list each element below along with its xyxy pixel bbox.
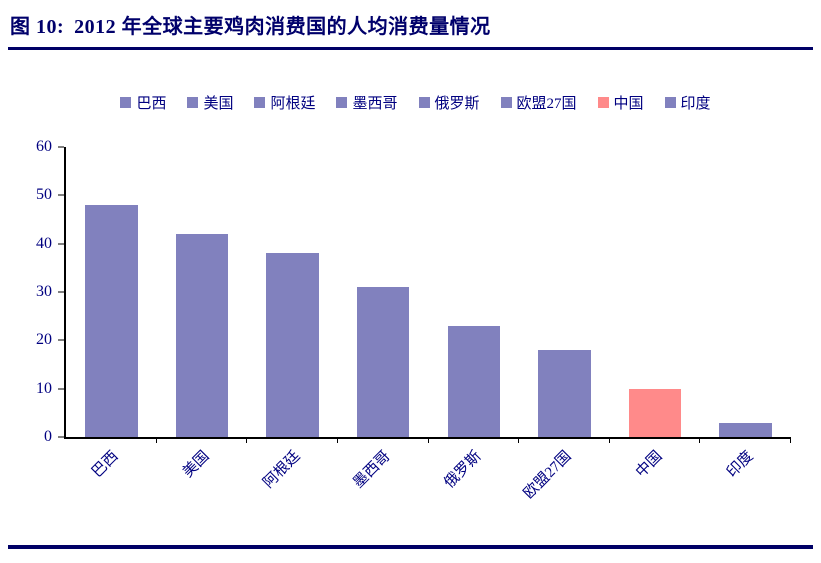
legend-item-欧盟27国: 欧盟27国 xyxy=(500,92,577,113)
x-axis-label: 中国 xyxy=(633,448,666,481)
y-tick-label: 30 xyxy=(36,283,52,300)
x-axis-label: 欧盟27国 xyxy=(521,448,576,503)
bar-俄罗斯 xyxy=(447,325,501,437)
legend-item-印度: 印度 xyxy=(664,92,711,113)
legend-label: 俄罗斯 xyxy=(434,96,480,112)
legend-label: 巴西 xyxy=(136,96,167,112)
bar-中国 xyxy=(628,388,682,437)
legend-swatch-icon xyxy=(597,97,609,108)
y-axis: 0 10 20 30 40 50 60 xyxy=(18,139,64,445)
y-tick-label: 50 xyxy=(36,186,52,204)
y-tick-mark xyxy=(58,291,64,293)
bar-slot: 墨西哥 xyxy=(338,147,429,491)
figure-header: 图 10: 2012 年全球主要鸡肉消费国的人均消费量情况 xyxy=(0,0,821,45)
bar-slot: 巴西 xyxy=(66,147,157,481)
bar-阿根廷 xyxy=(266,253,319,437)
x-axis-label: 墨西哥 xyxy=(350,448,394,492)
x-axis-label: 印度 xyxy=(723,448,757,481)
header-rule xyxy=(8,47,813,50)
legend-swatch-icon xyxy=(500,97,512,108)
y-tick-mark xyxy=(58,146,64,148)
legend-swatch-icon xyxy=(120,97,132,108)
figure-label: 图 10: xyxy=(10,16,65,38)
legend-label: 墨西哥 xyxy=(352,96,398,112)
y-tick-mark xyxy=(58,194,64,196)
bar-欧盟27国 xyxy=(538,350,591,437)
x-axis-label: 巴西 xyxy=(89,448,122,481)
legend-item-中国: 中国 xyxy=(597,92,644,113)
legend-swatch-icon xyxy=(254,97,266,108)
bar-slot: 美国 xyxy=(157,147,248,481)
legend-item-墨西哥: 墨西哥 xyxy=(336,92,398,113)
bar-slot: 印度 xyxy=(700,147,791,481)
bar-chart: 巴西 美国 阿根廷 墨西哥 俄罗斯 欧盟27国 中国 印度 0 10 20 30 40 50 60 巴西美… xyxy=(0,92,821,502)
y-tick-label: 0 xyxy=(44,428,52,445)
bar-slot: 阿根廷 xyxy=(247,147,338,491)
legend-swatch-icon xyxy=(418,97,430,108)
y-tick-label: 20 xyxy=(36,331,52,349)
figure-title: 2012 年全球主要鸡肉消费国的人均消费量情况 xyxy=(74,16,491,38)
legend-swatch-icon xyxy=(664,97,676,108)
legend-item-俄罗斯: 俄罗斯 xyxy=(418,92,480,113)
legend-item-阿根廷: 阿根廷 xyxy=(254,92,315,113)
bar-巴西 xyxy=(85,205,138,437)
bar-墨西哥 xyxy=(356,287,410,437)
y-tick-label: 10 xyxy=(36,379,52,397)
y-tick-label: 60 xyxy=(36,138,52,155)
y-tick-mark xyxy=(58,243,64,245)
legend-label: 印度 xyxy=(680,96,711,112)
legend-label: 欧盟27国 xyxy=(516,96,577,112)
legend-label: 阿根廷 xyxy=(270,96,316,112)
y-tick-mark xyxy=(58,388,64,390)
legend-label: 美国 xyxy=(203,96,234,112)
legend-swatch-icon xyxy=(336,97,348,108)
legend-item-美国: 美国 xyxy=(187,92,233,113)
legend-label: 中国 xyxy=(613,96,644,112)
footer-rule xyxy=(8,545,813,549)
plot-area: 巴西 美国 阿根廷 墨西哥 俄罗斯 欧盟27国 中国 印度 xyxy=(64,147,791,502)
x-axis-label: 俄罗斯 xyxy=(441,448,485,492)
y-tick-mark xyxy=(58,339,64,341)
bar-美国 xyxy=(175,234,229,437)
bar-slot: 俄罗斯 xyxy=(429,147,520,491)
legend-swatch-icon xyxy=(187,97,199,108)
bar-slot: 欧盟27国 xyxy=(519,147,610,502)
bar-印度 xyxy=(719,422,772,437)
y-tick-label: 40 xyxy=(36,234,52,252)
chart-legend: 巴西 美国 阿根廷 墨西哥 俄罗斯 欧盟27国 中国 印度 xyxy=(50,92,781,113)
chart-body: 0 10 20 30 40 50 60 巴西 美国 阿根廷 墨西哥 俄罗斯 欧盟27国 中国 印度 xyxy=(18,139,791,502)
x-axis-label: 美国 xyxy=(180,448,213,481)
y-tick-mark xyxy=(58,436,64,438)
bar-slot: 中国 xyxy=(610,147,701,481)
legend-item-巴西: 巴西 xyxy=(120,92,166,113)
x-axis-label: 阿根廷 xyxy=(260,448,304,492)
